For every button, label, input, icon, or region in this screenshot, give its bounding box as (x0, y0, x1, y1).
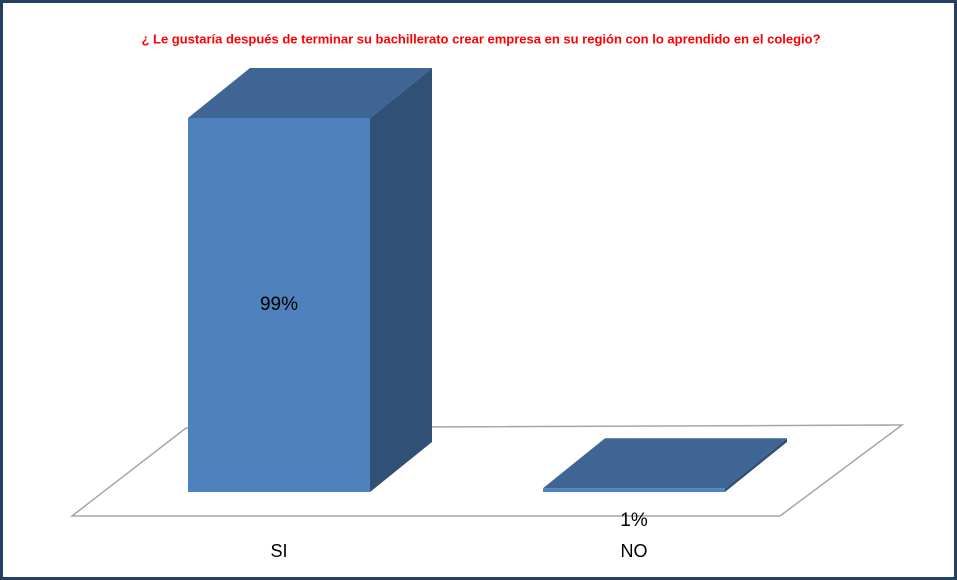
bar-side (725, 438, 787, 492)
chart-title: ¿ Le gustaría después de terminar su bac… (141, 31, 820, 46)
data-label: 1% (620, 510, 648, 531)
x-tick-label: NO (621, 541, 648, 561)
bar (543, 488, 725, 492)
bar-side (370, 68, 432, 492)
x-tick-label: SI (270, 541, 287, 561)
data-label: 99% (260, 294, 298, 315)
bar (188, 118, 370, 492)
bar-top (543, 438, 787, 489)
bar-top (188, 68, 432, 118)
